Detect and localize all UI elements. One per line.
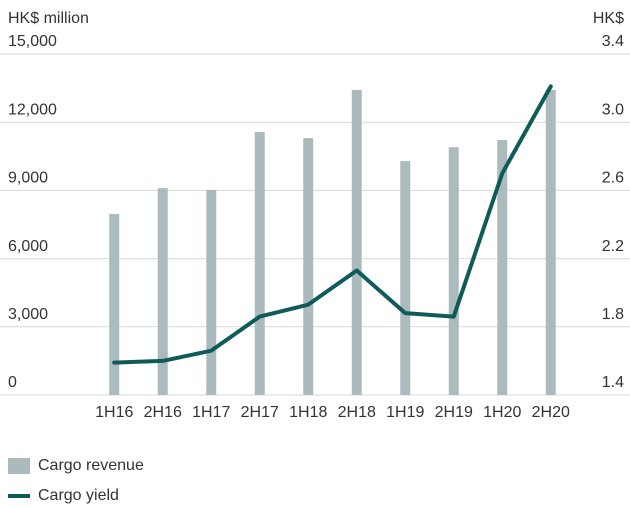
x-tick-label: 1H20 <box>483 404 521 421</box>
line <box>112 84 553 365</box>
y-axis-label: HK$ million <box>8 10 89 27</box>
bar <box>157 188 168 395</box>
bar <box>206 189 217 395</box>
y2-tick-label: 2.6 <box>602 170 624 187</box>
x-tick-label: 2H18 <box>338 404 376 421</box>
bar <box>400 161 411 395</box>
y-tick-label: 0 <box>8 374 17 391</box>
bar <box>448 147 459 395</box>
y2-axis-label: HK$ <box>593 10 624 27</box>
x-tick-label: 2H19 <box>435 404 473 421</box>
legend-label: Cargo revenue <box>38 457 144 474</box>
x-tick-label: 1H18 <box>289 404 327 421</box>
y-tick-label: 12,000 <box>8 101 57 118</box>
y-tick-label: 9,000 <box>8 170 48 187</box>
x-tick-label: 2H20 <box>532 404 570 421</box>
bar <box>303 138 314 395</box>
y-tick-label: 3,000 <box>8 306 48 323</box>
y2-tick-label: 3.0 <box>602 101 624 118</box>
bar <box>351 89 362 395</box>
x-tick-label: 1H16 <box>95 404 133 421</box>
y-tick-label: 15,000 <box>8 33 57 50</box>
y-tick-label: 6,000 <box>8 238 48 255</box>
x-tick-label: 2H16 <box>144 404 182 421</box>
x-tick-label: 1H19 <box>386 404 424 421</box>
bar <box>254 131 265 395</box>
bar <box>109 214 120 395</box>
x-tick-label: 1H17 <box>192 404 230 421</box>
y2-tick-label: 3.4 <box>602 33 624 50</box>
bar <box>545 89 556 395</box>
y2-tick-label: 1.8 <box>602 306 624 323</box>
y2-tick-label: 2.2 <box>602 238 624 255</box>
legend-label: Cargo yield <box>38 487 119 504</box>
bar <box>497 139 508 395</box>
x-tick-label: 2H17 <box>241 404 279 421</box>
y2-tick-label: 1.4 <box>602 374 624 391</box>
legend-swatch <box>8 458 30 474</box>
